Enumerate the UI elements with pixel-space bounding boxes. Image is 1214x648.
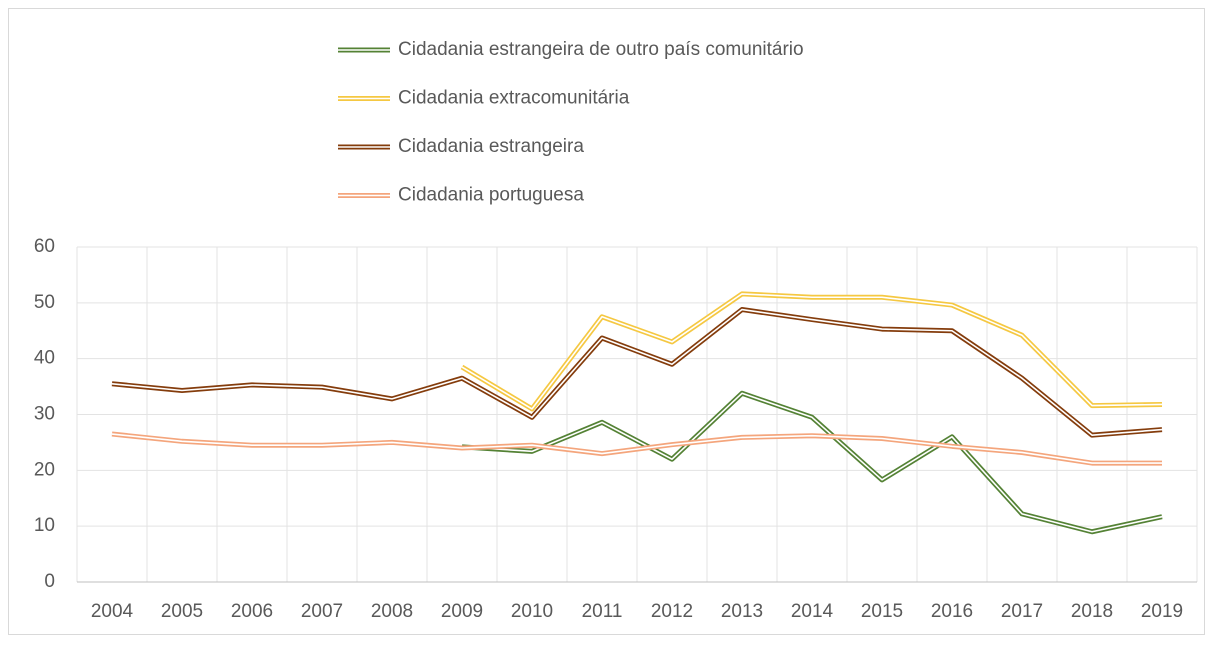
x-tick-label: 2015	[861, 601, 903, 622]
y-tick-label: 20	[34, 459, 55, 480]
y-tick-label: 50	[34, 292, 55, 313]
legend-label: Cidadania portuguesa	[398, 185, 584, 206]
x-tick-label: 2014	[791, 601, 834, 622]
series-line-inner	[461, 392, 1163, 533]
x-tick-label: 2010	[511, 601, 553, 622]
x-tick-label: 2018	[1071, 601, 1113, 622]
x-tick-label: 2006	[231, 601, 273, 622]
x-tick-label: 2019	[1141, 601, 1183, 622]
series-line-inner	[461, 293, 1163, 410]
chart-frame	[8, 8, 1205, 635]
x-tick-label: 2009	[441, 601, 483, 622]
x-tick-label: 2016	[931, 601, 973, 622]
x-tick-label: 2004	[91, 601, 134, 622]
y-tick-label: 60	[34, 236, 55, 257]
legend-label: Cidadania estrangeira	[398, 136, 584, 157]
x-tick-label: 2007	[301, 601, 343, 622]
series-line-inner	[111, 433, 1162, 464]
x-tick-label: 2013	[721, 601, 763, 622]
y-tick-label: 10	[34, 515, 55, 536]
y-tick-label: 30	[34, 404, 55, 425]
x-tick-label: 2011	[582, 601, 623, 622]
x-tick-label: 2012	[651, 601, 693, 622]
y-tick-label: 40	[34, 348, 55, 369]
x-tick-label: 2017	[1001, 601, 1043, 622]
x-tick-label: 2005	[161, 601, 203, 622]
x-tick-label: 2008	[371, 601, 413, 622]
series-line-inner	[111, 308, 1163, 436]
legend-label: Cidadania extracomunitária	[398, 88, 630, 109]
y-tick-label: 0	[44, 571, 55, 592]
legend-label: Cidadania estrangeira de outro país comu…	[398, 39, 804, 60]
